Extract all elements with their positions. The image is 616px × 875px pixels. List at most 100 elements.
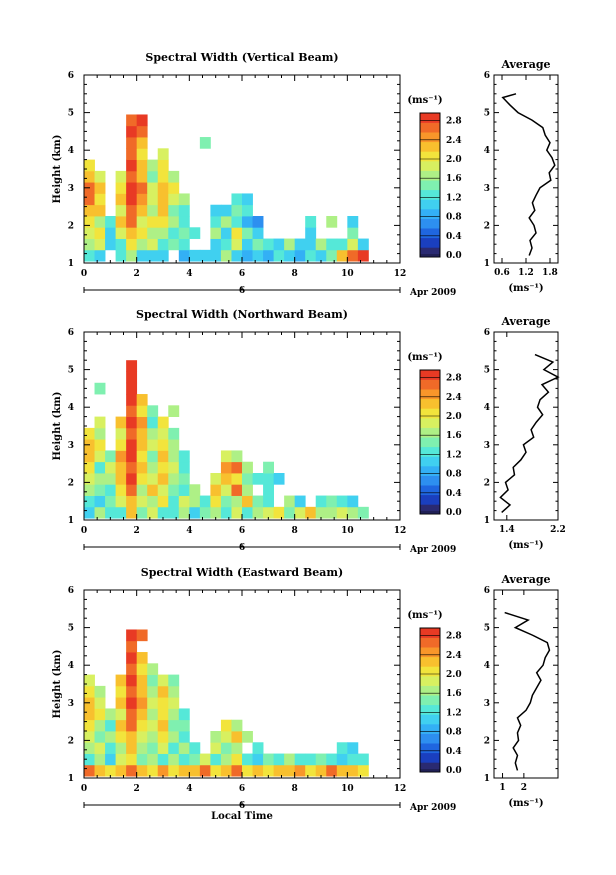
heatmap-cell <box>178 216 190 228</box>
heatmap-cell <box>126 204 138 217</box>
colorbar-swatch <box>420 132 440 143</box>
heatmap-cell <box>157 495 169 508</box>
heatmap-cell <box>126 125 138 138</box>
heatmap-cell <box>157 674 169 687</box>
heatmap-cell <box>126 685 138 698</box>
colorbar-tick-label: 2.4 <box>446 651 462 661</box>
heatmap-cell <box>84 170 95 183</box>
x-tick-label: 6 <box>239 526 245 536</box>
heatmap-cell <box>157 697 169 709</box>
heatmap-cell <box>126 182 138 194</box>
heatmap-cell <box>147 159 159 172</box>
heatmap-cell <box>115 506 127 519</box>
heatmap-cell <box>115 731 127 743</box>
date-label: Apr 2009 <box>409 545 456 555</box>
heatmap-cell <box>178 484 190 496</box>
heatmap-cell <box>157 473 169 485</box>
heatmap-cell <box>252 249 264 262</box>
heatmap-cell <box>115 764 127 777</box>
profile-y-tick-label: 4 <box>484 661 490 671</box>
heatmap-cell <box>168 697 180 709</box>
y-axis-label: Height (km) <box>52 392 63 461</box>
heatmap-cell <box>326 506 338 519</box>
heatmap-cell <box>94 753 106 766</box>
heatmap-cell <box>315 249 327 262</box>
heatmap-cell <box>94 249 106 262</box>
heatmap-cell <box>126 371 138 384</box>
heatmap-cell <box>210 484 222 496</box>
x-tick-label: 0 <box>81 526 87 536</box>
heatmap-cell <box>147 216 159 228</box>
profile-frame <box>493 74 559 264</box>
heatmap-cell <box>126 416 138 429</box>
heatmap-cell <box>326 249 338 262</box>
heatmap-cell <box>136 708 148 721</box>
heatmap-cell <box>115 216 127 228</box>
heatmap-cell <box>126 764 138 777</box>
heatmap-cell <box>126 484 138 496</box>
heatmap-cell <box>126 629 138 642</box>
heatmap-cell <box>105 473 116 485</box>
heatmap-cell <box>126 742 138 754</box>
heatmap-cell <box>126 360 138 372</box>
heatmap-cell <box>242 731 253 743</box>
heatmap-cells <box>84 114 369 262</box>
heatmap-cell <box>220 473 232 485</box>
heatmap-cell <box>94 193 106 206</box>
heatmap-cell <box>126 731 138 743</box>
heatmap-cell <box>136 742 148 754</box>
profile-title: Average <box>500 58 550 71</box>
heatmap-cell <box>336 506 348 519</box>
colorbar-tick-label: 2.4 <box>446 136 462 146</box>
heatmap-cell <box>199 495 211 508</box>
heatmap-cell <box>84 204 95 217</box>
heatmap-cell <box>84 238 95 251</box>
heatmap-cell <box>94 719 106 732</box>
heatmap-cell <box>305 227 317 239</box>
y-tick-label: 1 <box>68 774 74 784</box>
heatmap-cell <box>136 674 148 687</box>
heatmap-cell <box>136 685 148 698</box>
heatmap-cell <box>94 764 106 777</box>
colorbar-swatch <box>420 122 440 133</box>
heatmap-cell <box>94 182 106 194</box>
heatmap-cell <box>231 461 243 474</box>
heatmap-cell <box>178 461 190 474</box>
heatmap-cell <box>168 439 180 451</box>
x-tick-label: 0 <box>81 269 87 279</box>
heatmap-cell <box>347 216 359 228</box>
heatmap-cell <box>220 204 232 217</box>
heatmap-cell <box>263 484 274 496</box>
y-tick-label: 1 <box>68 259 74 269</box>
heatmap-cell <box>357 506 369 519</box>
heatmap-cell <box>189 495 201 508</box>
heatmap-cell <box>126 495 138 508</box>
heatmap-cell <box>147 238 159 251</box>
heatmap-cell <box>210 742 222 754</box>
heatmap-cell <box>157 193 169 206</box>
heatmap-cell <box>147 674 159 687</box>
profile-y-tick-label: 6 <box>484 586 490 596</box>
heatmap-cell <box>136 249 148 262</box>
heatmap-cell <box>357 753 369 766</box>
x-tick-label: 12 <box>394 526 407 536</box>
heatmap-cell <box>94 708 106 721</box>
heatmap-cell <box>189 506 201 519</box>
colorbar-swatch <box>420 170 440 181</box>
heatmap-cell <box>147 764 159 777</box>
colorbar-swatch <box>420 666 440 677</box>
heatmap-cell <box>147 731 159 743</box>
profile-y-tick-label: 3 <box>484 699 490 709</box>
profile-x-label: (ms⁻¹) <box>508 798 543 809</box>
heatmap-cell <box>242 216 253 228</box>
heatmap-cell <box>284 506 296 519</box>
heatmap-cell <box>115 484 127 496</box>
heatmap-cell <box>84 249 95 262</box>
heatmap-cell <box>315 238 327 251</box>
heatmap-cell <box>220 216 232 228</box>
colorbar-tick-label: 2.8 <box>446 632 462 642</box>
panel-2: Spectral Width (Northward Beam)0 2 4 6 8 10 12… <box>52 308 566 555</box>
heatmap-cell <box>220 764 232 777</box>
heatmap-cell <box>147 495 159 508</box>
heatmap-cell <box>105 484 116 496</box>
